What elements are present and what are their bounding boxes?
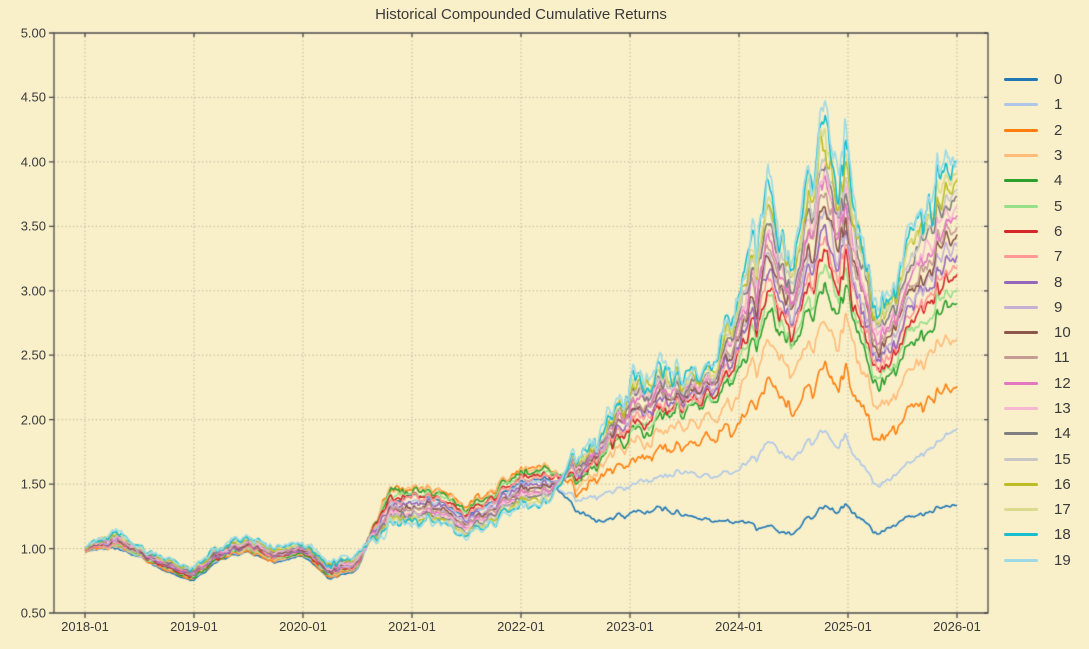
legend-line-swatch [1004, 305, 1038, 309]
legend-line-swatch [1004, 558, 1038, 562]
legend-item: 15 [1004, 446, 1071, 471]
legend-label: 19 [1054, 551, 1071, 569]
legend-label: 18 [1054, 526, 1071, 544]
legend-line-swatch [1004, 280, 1038, 284]
legend-label: 3 [1054, 147, 1063, 165]
legend-label: 8 [1054, 273, 1063, 291]
legend: 0 1 2 3 4 5 6 7 8 9 10 11 12 13 14 15 16 17 18 19 [1004, 67, 1071, 573]
legend-item: 11 [1004, 345, 1071, 370]
legend-line-swatch [1004, 229, 1038, 233]
legend-label: 14 [1054, 425, 1071, 443]
x-tick-label: 2022-01 [497, 619, 545, 634]
y-tick-label: 3.50 [20, 218, 46, 234]
legend-label: 5 [1054, 197, 1063, 215]
legend-item: 0 [1004, 67, 1071, 92]
legend-label: 15 [1054, 450, 1071, 468]
legend-item: 8 [1004, 269, 1071, 294]
y-tick-label: 4.50 [20, 89, 46, 105]
x-tick-label: 2020-01 [279, 619, 327, 634]
legend-line-swatch [1004, 204, 1038, 208]
legend-line-swatch [1004, 482, 1038, 486]
legend-item: 12 [1004, 371, 1071, 396]
legend-label: 7 [1054, 248, 1063, 266]
legend-line-swatch [1004, 457, 1038, 461]
x-tick-label: 2025-01 [824, 619, 872, 634]
x-tick-label: 2026-01 [933, 619, 981, 634]
x-tick-label: 2024-01 [715, 619, 763, 634]
y-tick-label: 1.00 [20, 541, 46, 557]
legend-label: 16 [1054, 475, 1071, 493]
legend-item: 7 [1004, 244, 1071, 269]
x-tick-label: 2018-01 [61, 619, 109, 634]
legend-item: 18 [1004, 522, 1071, 547]
legend-line-swatch [1004, 381, 1038, 385]
x-tick-label: 2021-01 [388, 619, 436, 634]
legend-item: 2 [1004, 118, 1071, 143]
legend-item: 17 [1004, 497, 1071, 522]
legend-item: 4 [1004, 168, 1071, 193]
legend-item: 16 [1004, 472, 1071, 497]
legend-line-swatch [1004, 103, 1038, 107]
y-tick-label: 0.50 [20, 605, 46, 621]
legend-label: 10 [1054, 324, 1071, 342]
legend-label: 1 [1054, 96, 1063, 114]
legend-item: 13 [1004, 396, 1071, 421]
legend-item: 10 [1004, 320, 1071, 345]
legend-line-swatch [1004, 508, 1038, 512]
legend-label: 0 [1054, 71, 1063, 89]
y-tick-label: 4.00 [20, 154, 46, 170]
y-tick-label: 2.00 [20, 412, 46, 428]
legend-line-swatch [1004, 533, 1038, 537]
legend-label: 11 [1054, 349, 1070, 367]
legend-label: 12 [1054, 374, 1071, 392]
legend-item: 5 [1004, 193, 1071, 218]
y-tick-label: 1.50 [20, 476, 46, 492]
legend-line-swatch [1004, 407, 1038, 410]
legend-line-swatch [1004, 128, 1038, 132]
legend-label: 2 [1054, 121, 1063, 139]
legend-item: 1 [1004, 92, 1071, 117]
legend-line-swatch [1004, 179, 1038, 183]
y-tick-label: 5.00 [20, 25, 46, 41]
legend-item: 9 [1004, 295, 1071, 320]
legend-label: 9 [1054, 298, 1063, 316]
y-tick-label: 2.50 [20, 347, 46, 363]
legend-label: 17 [1054, 501, 1071, 519]
y-tick-label: 3.00 [20, 283, 46, 299]
legend-line-swatch [1004, 356, 1038, 360]
chart-title: Historical Compounded Cumulative Returns [375, 6, 667, 23]
legend-label: 13 [1054, 400, 1071, 417]
legend-label: 6 [1054, 222, 1063, 240]
legend-line-swatch [1004, 78, 1038, 82]
legend-line-swatch [1004, 331, 1038, 335]
legend-item: 6 [1004, 219, 1071, 244]
x-tick-label: 2019-01 [170, 619, 218, 634]
legend-label: 4 [1054, 172, 1063, 190]
legend-item: 19 [1004, 548, 1071, 573]
legend-line-swatch [1004, 255, 1038, 259]
legend-line-swatch [1004, 432, 1038, 436]
x-tick-label: 2023-01 [606, 619, 654, 634]
legend-item: 14 [1004, 421, 1071, 446]
legend-line-swatch [1004, 154, 1038, 158]
legend-item: 3 [1004, 143, 1071, 168]
